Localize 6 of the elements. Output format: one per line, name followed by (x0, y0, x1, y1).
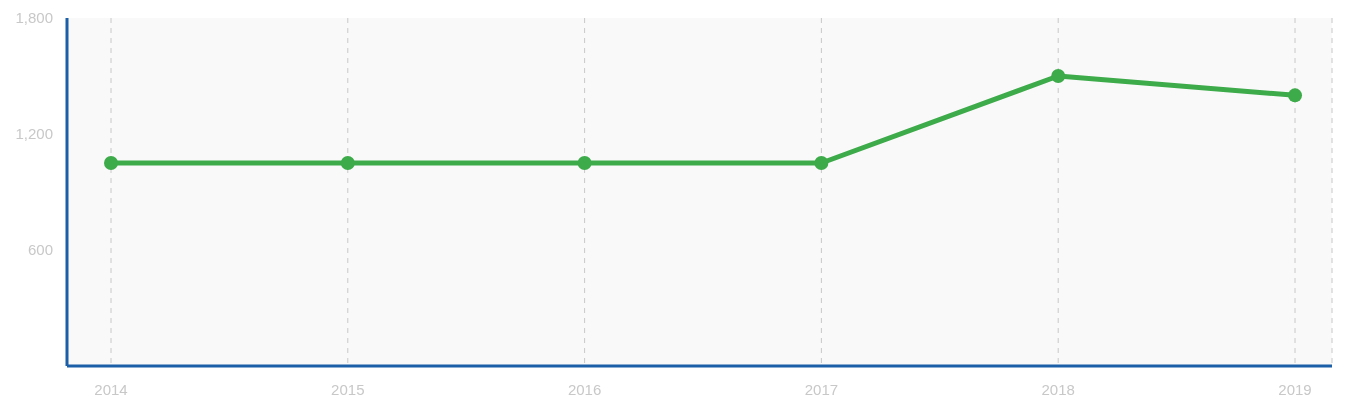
point (1288, 88, 1302, 103)
point (1051, 69, 1066, 83)
point (814, 156, 829, 170)
point (577, 156, 592, 170)
point (104, 156, 118, 170)
point (340, 156, 355, 170)
